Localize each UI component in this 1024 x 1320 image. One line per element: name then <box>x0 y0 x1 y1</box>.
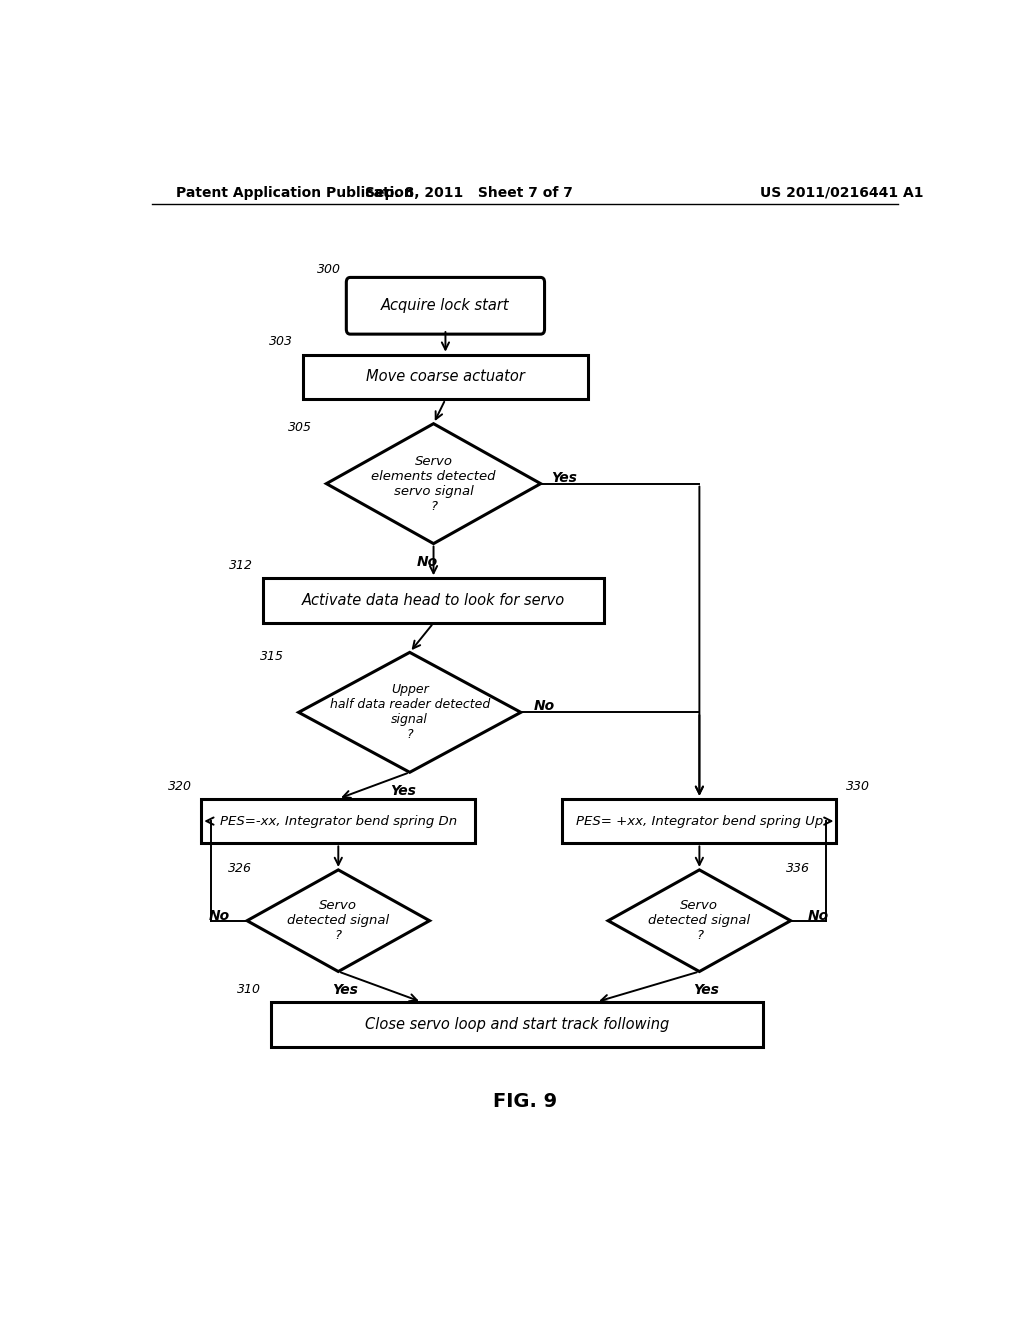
Bar <box>263 578 604 623</box>
Text: 310: 310 <box>238 983 261 995</box>
Text: 315: 315 <box>260 649 285 663</box>
Text: 303: 303 <box>269 335 293 348</box>
Text: No: No <box>535 700 555 713</box>
Text: Yes: Yes <box>332 983 357 997</box>
Text: 336: 336 <box>785 862 810 875</box>
Text: Patent Application Publication: Patent Application Publication <box>176 186 414 199</box>
Polygon shape <box>299 652 521 772</box>
Text: Yes: Yes <box>552 470 578 484</box>
Text: Servo
detected signal
?: Servo detected signal ? <box>648 899 751 942</box>
Text: PES= +xx, Integrator bend spring Up: PES= +xx, Integrator bend spring Up <box>575 814 823 828</box>
Bar <box>562 799 837 843</box>
Polygon shape <box>608 870 791 972</box>
Text: Upper
half data reader detected
signal
?: Upper half data reader detected signal ? <box>330 684 489 742</box>
Text: Move coarse actuator: Move coarse actuator <box>366 370 525 384</box>
Text: Sep. 8, 2011   Sheet 7 of 7: Sep. 8, 2011 Sheet 7 of 7 <box>366 186 573 199</box>
Text: 326: 326 <box>227 862 252 875</box>
Bar <box>270 1002 763 1047</box>
Text: 320: 320 <box>168 780 191 792</box>
Text: 305: 305 <box>288 421 312 434</box>
Text: Servo
detected signal
?: Servo detected signal ? <box>288 899 389 942</box>
Text: No: No <box>209 908 229 923</box>
Text: No: No <box>808 908 829 923</box>
Text: No: No <box>417 554 437 569</box>
Text: Yes: Yes <box>390 784 417 797</box>
Text: Close servo loop and start track following: Close servo loop and start track followi… <box>365 1016 669 1032</box>
Text: Yes: Yes <box>693 983 719 997</box>
Text: Servo
elements detected
servo signal
?: Servo elements detected servo signal ? <box>372 454 496 512</box>
Text: 312: 312 <box>229 560 253 572</box>
Text: 300: 300 <box>316 263 341 276</box>
Text: Acquire lock start: Acquire lock start <box>381 298 510 313</box>
Polygon shape <box>327 424 541 544</box>
Text: Activate data head to look for servo: Activate data head to look for servo <box>302 593 565 609</box>
Text: US 2011/0216441 A1: US 2011/0216441 A1 <box>761 186 924 199</box>
FancyBboxPatch shape <box>346 277 545 334</box>
Text: PES=-xx, Integrator bend spring Dn: PES=-xx, Integrator bend spring Dn <box>220 814 457 828</box>
Bar <box>202 799 475 843</box>
Text: FIG. 9: FIG. 9 <box>493 1092 557 1111</box>
Text: 330: 330 <box>846 780 869 792</box>
Polygon shape <box>247 870 430 972</box>
Bar <box>303 355 588 399</box>
